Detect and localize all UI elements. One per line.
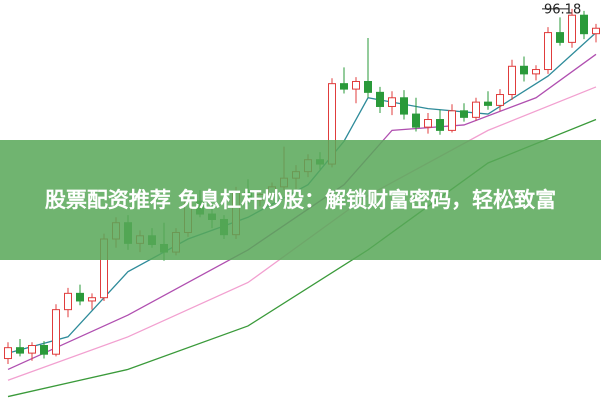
- candle-body: [352, 80, 360, 90]
- candle-body: [28, 345, 36, 354]
- candle-body: [448, 110, 456, 131]
- candle-body: [508, 65, 516, 96]
- candle-body: [4, 347, 12, 360]
- candle-body: [40, 345, 48, 355]
- candle-body: [460, 110, 468, 118]
- candle-body: [568, 14, 576, 43]
- candle-body: [388, 97, 396, 107]
- candle-body: [376, 91, 384, 107]
- candle-body: [532, 69, 540, 75]
- candle-body: [88, 297, 96, 302]
- candle-body: [400, 97, 408, 115]
- candle-body: [484, 101, 492, 106]
- candle-body: [52, 309, 60, 355]
- candle-body: [16, 347, 24, 354]
- candle-body: [424, 119, 432, 128]
- banner: 股票配资推荐 免息杠杆炒股：解锁财富密码，轻松致富: [0, 140, 601, 260]
- candle-body: [496, 94, 504, 106]
- candle-body: [544, 32, 552, 71]
- candle-body: [76, 292, 84, 302]
- headline: 股票配资推荐 免息杠杆炒股：解锁财富密码，轻松致富: [44, 187, 557, 212]
- candle-body: [340, 83, 348, 90]
- candle-body: [472, 101, 480, 118]
- candle-body: [436, 119, 444, 131]
- candle-body: [364, 80, 372, 93]
- high-label: 96.18: [544, 2, 581, 17]
- candle-body: [64, 292, 72, 311]
- candle-body: [520, 65, 528, 75]
- candle-body: [556, 32, 564, 43]
- candle-body: [592, 27, 600, 35]
- candle-body: [580, 14, 588, 35]
- candle-body: [412, 113, 420, 128]
